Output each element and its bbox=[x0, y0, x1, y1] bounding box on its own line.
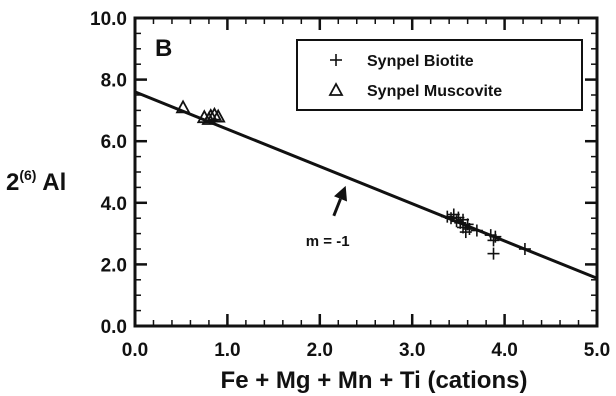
y-tick-label: 8.0 bbox=[101, 71, 127, 92]
x-tick-label: 5.0 bbox=[584, 340, 610, 361]
x-tick-label: 1.0 bbox=[214, 340, 240, 361]
x-tick-label: 2.0 bbox=[307, 340, 333, 361]
biotite-point bbox=[518, 243, 531, 255]
y-tick-label: 0.0 bbox=[101, 317, 127, 338]
biotite-point bbox=[470, 224, 483, 237]
y-axis-label-superscript: (6) bbox=[19, 167, 36, 183]
legend-box bbox=[296, 39, 583, 111]
biotite-point bbox=[489, 230, 502, 243]
legend-triangle-marker bbox=[328, 82, 344, 96]
data-points bbox=[175, 99, 531, 260]
slope-annotation: m = -1 bbox=[306, 185, 350, 250]
y-tick-label: 10.0 bbox=[90, 9, 127, 30]
x-tick-label: 3.0 bbox=[399, 340, 425, 361]
y-tick-label: 6.0 bbox=[101, 132, 127, 153]
legend-items: Synpel Biotite Synpel Muscovite bbox=[328, 53, 502, 100]
legend-label: Synpel Muscovite bbox=[367, 83, 502, 100]
legend-label: Synpel Biotite bbox=[367, 53, 474, 70]
y-tick-label: 2.0 bbox=[101, 255, 127, 276]
x-tick-label: 4.0 bbox=[491, 340, 517, 361]
legend-plus-marker bbox=[330, 54, 342, 66]
annotation-arrow-head bbox=[333, 185, 348, 202]
reference-line-layer bbox=[134, 90, 598, 280]
y-axis-label-main: 2 bbox=[6, 169, 19, 196]
y-axis-label: 2(6) Al bbox=[6, 167, 66, 196]
legend: Synpel Biotite Synpel Muscovite bbox=[296, 39, 583, 111]
x-axis-label: Fe + Mg + Mn + Ti (cations) bbox=[221, 367, 528, 394]
muscovite-point bbox=[210, 108, 226, 123]
y-axis-label-tail: Al bbox=[36, 169, 66, 196]
x-tick-labels: 0.0 1.0 2.0 3.0 4.0 5.0 bbox=[122, 340, 610, 361]
reference-line bbox=[134, 90, 598, 280]
biotite-point bbox=[487, 247, 500, 260]
y-tick-label: 4.0 bbox=[101, 194, 127, 215]
muscovite-point bbox=[206, 106, 222, 121]
x-tick-label: 0.0 bbox=[122, 340, 148, 361]
panel-label: B bbox=[155, 35, 172, 62]
plot-frame bbox=[133, 16, 599, 328]
biotite-point bbox=[463, 222, 476, 235]
annotation-arrow bbox=[332, 198, 342, 217]
muscovite-point bbox=[175, 99, 191, 114]
y-tick-labels: 0.0 2.0 4.0 6.0 8.0 10.0 bbox=[90, 9, 127, 338]
annotation-text: m = -1 bbox=[306, 233, 350, 250]
muscovite-point bbox=[203, 108, 219, 122]
